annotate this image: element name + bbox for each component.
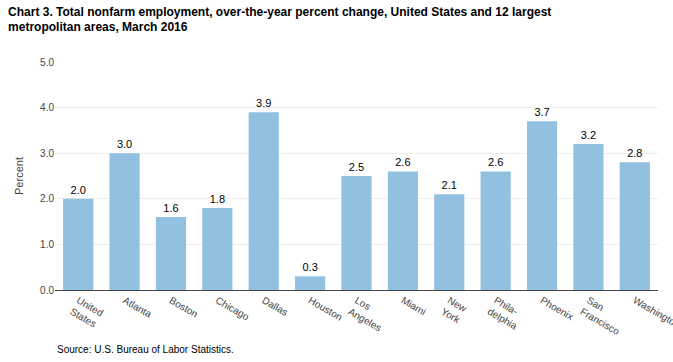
svg-text:2.0: 2.0 xyxy=(40,193,54,204)
svg-text:3.0: 3.0 xyxy=(40,148,54,159)
svg-text:Phila-delphia: Phila-delphia xyxy=(486,295,526,332)
svg-text:SanFrancisco: SanFrancisco xyxy=(578,295,628,338)
svg-text:3.7: 3.7 xyxy=(534,106,549,118)
svg-text:Chicago: Chicago xyxy=(214,295,252,323)
svg-text:4.0: 4.0 xyxy=(40,102,54,113)
svg-text:0.0: 0.0 xyxy=(40,285,54,296)
svg-text:LosAngeles: LosAngeles xyxy=(347,295,390,334)
svg-text:3.0: 3.0 xyxy=(117,138,132,150)
svg-text:Chart 3. Total nonfarm employm: Chart 3. Total nonfarm employment, over-… xyxy=(8,5,551,35)
svg-text:2.8: 2.8 xyxy=(627,147,642,159)
svg-text:UnitedStates: UnitedStates xyxy=(68,295,105,330)
svg-text:2.6: 2.6 xyxy=(488,156,503,168)
svg-text:Houston: Houston xyxy=(307,295,345,323)
svg-text:Atlanta: Atlanta xyxy=(121,295,154,320)
svg-text:0.3: 0.3 xyxy=(302,261,317,273)
svg-text:2.1: 2.1 xyxy=(442,179,457,191)
svg-text:1.6: 1.6 xyxy=(163,202,178,214)
svg-text:Phoenix: Phoenix xyxy=(539,295,576,323)
svg-text:2.5: 2.5 xyxy=(349,161,364,173)
svg-text:Source: U.S. Bureau of Labor S: Source: U.S. Bureau of Labor Statistics. xyxy=(57,344,234,355)
svg-text:NewYork: NewYork xyxy=(439,295,469,326)
svg-text:Percent: Percent xyxy=(13,157,25,195)
svg-text:1.8: 1.8 xyxy=(210,193,225,205)
svg-text:Dallas: Dallas xyxy=(260,295,290,318)
svg-text:3.9: 3.9 xyxy=(256,97,271,109)
svg-text:Boston: Boston xyxy=(167,295,199,320)
svg-text:Washington: Washington xyxy=(631,295,673,331)
svg-text:Miami: Miami xyxy=(399,295,428,318)
svg-text:5.0: 5.0 xyxy=(40,57,54,68)
svg-text:1.0: 1.0 xyxy=(40,239,54,250)
svg-text:3.2: 3.2 xyxy=(581,129,596,141)
svg-text:2.6: 2.6 xyxy=(395,156,410,168)
svg-text:2.0: 2.0 xyxy=(71,184,86,196)
